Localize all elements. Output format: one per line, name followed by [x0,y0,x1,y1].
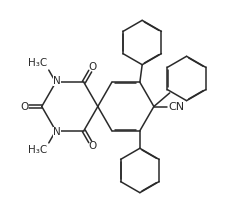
Text: H₃C: H₃C [28,58,47,68]
Text: O: O [21,102,29,111]
Text: N: N [53,76,61,86]
Text: N: N [53,127,61,137]
Text: O: O [88,141,96,151]
Text: CN: CN [168,102,184,111]
Text: H₃C: H₃C [28,145,47,155]
Text: O: O [88,62,96,72]
